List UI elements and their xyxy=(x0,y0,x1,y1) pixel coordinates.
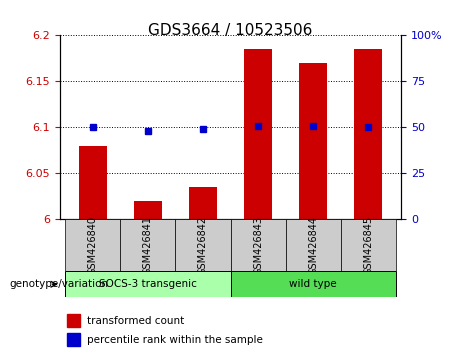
Text: GSM426844: GSM426844 xyxy=(308,216,318,275)
Bar xyxy=(355,49,382,219)
Bar xyxy=(189,187,217,219)
FancyBboxPatch shape xyxy=(65,219,120,271)
Bar xyxy=(299,63,327,219)
Bar xyxy=(79,146,106,219)
Text: GSM426843: GSM426843 xyxy=(253,216,263,275)
Text: genotype/variation: genotype/variation xyxy=(9,279,108,289)
FancyBboxPatch shape xyxy=(230,219,285,271)
FancyBboxPatch shape xyxy=(65,271,230,297)
Text: GSM426841: GSM426841 xyxy=(143,216,153,275)
Text: transformed count: transformed count xyxy=(87,316,184,326)
Text: GSM426842: GSM426842 xyxy=(198,216,208,275)
Text: GSM426840: GSM426840 xyxy=(88,216,98,275)
FancyBboxPatch shape xyxy=(176,219,230,271)
Text: GSM426845: GSM426845 xyxy=(363,216,373,275)
FancyBboxPatch shape xyxy=(120,219,176,271)
Text: GDS3664 / 10523506: GDS3664 / 10523506 xyxy=(148,23,313,38)
Text: SOCS-3 transgenic: SOCS-3 transgenic xyxy=(99,279,197,289)
Text: percentile rank within the sample: percentile rank within the sample xyxy=(87,335,263,345)
Bar xyxy=(134,201,162,219)
Bar xyxy=(244,49,272,219)
FancyBboxPatch shape xyxy=(341,219,396,271)
Bar xyxy=(67,333,80,346)
FancyBboxPatch shape xyxy=(285,219,341,271)
Bar xyxy=(67,314,80,327)
Text: wild type: wild type xyxy=(289,279,337,289)
FancyBboxPatch shape xyxy=(230,271,396,297)
